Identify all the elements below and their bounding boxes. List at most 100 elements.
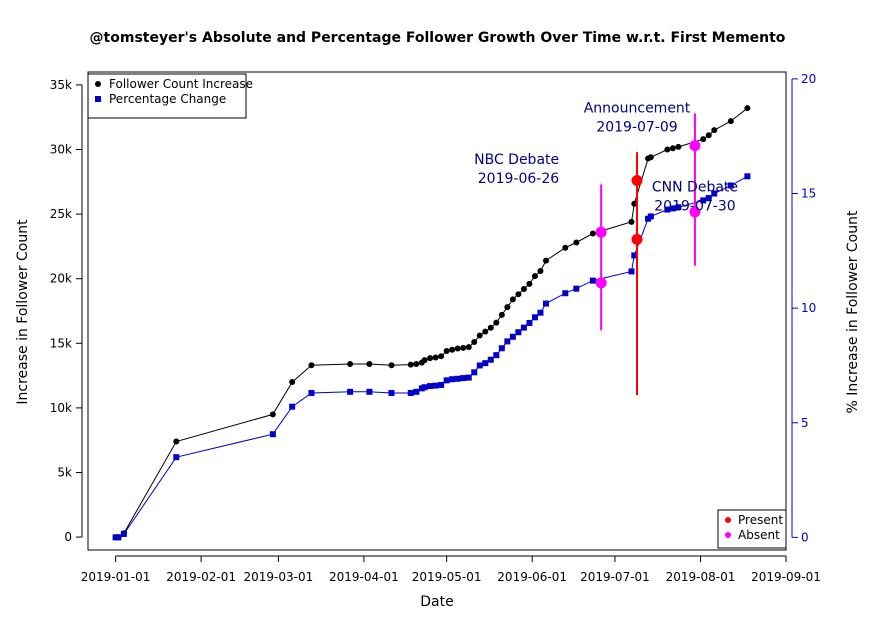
event-marker-pct <box>689 206 701 218</box>
data-point <box>537 267 544 274</box>
x-tick-label: 2019-01-01 <box>81 570 151 584</box>
data-point <box>443 377 450 384</box>
data-point <box>471 369 478 376</box>
data-point <box>438 353 445 360</box>
data-point <box>520 286 527 293</box>
event-marker-abs <box>595 226 607 238</box>
data-point <box>487 356 494 363</box>
data-point <box>727 118 734 125</box>
x-tick-label: 2019-06-01 <box>497 570 567 584</box>
data-point <box>631 200 638 207</box>
y-tick-label: 15k <box>50 336 72 350</box>
event-label: Announcement <box>584 101 691 117</box>
data-point <box>482 328 489 335</box>
data-point <box>269 431 276 438</box>
data-point <box>537 309 544 316</box>
data-point <box>675 143 682 150</box>
data-point <box>498 311 505 318</box>
data-point <box>647 213 654 220</box>
data-point <box>432 354 439 361</box>
data-point <box>476 362 483 369</box>
y2-tick-label: 5 <box>801 416 809 430</box>
events-layer: NBC Debate 2019-06-26 Announcement 2019-07-… <box>474 101 738 395</box>
y-tick-label: 0 <box>64 530 72 544</box>
data-point <box>705 132 712 139</box>
x-tick-label: 2019-07-01 <box>580 570 650 584</box>
data-point <box>347 388 354 395</box>
legend-label: Follower Count Increase <box>109 77 253 91</box>
data-point <box>531 314 538 321</box>
data-point <box>438 381 445 388</box>
data-point <box>664 206 671 213</box>
legend-marker <box>725 517 731 523</box>
data-point <box>388 362 395 369</box>
data-point <box>664 146 671 153</box>
data-point <box>407 389 414 396</box>
data-point <box>711 127 718 134</box>
y-tick-label: 5k <box>57 465 72 479</box>
data-point <box>308 362 315 369</box>
data-point <box>531 273 538 280</box>
event-date: 2019-07-09 <box>596 120 677 136</box>
legend-label: Absent <box>738 528 780 542</box>
x-tick-label: 2019-09-01 <box>751 570 821 584</box>
data-point <box>700 197 707 204</box>
data-point <box>173 438 180 445</box>
event-date: 2019-07-30 <box>654 199 735 215</box>
data-point <box>173 454 180 461</box>
data-point <box>631 252 638 259</box>
data-point <box>744 105 751 112</box>
series-line <box>115 107 748 538</box>
data-point <box>628 218 635 225</box>
data-point <box>520 324 527 331</box>
chart-title: @tomsteyer's Absolute and Percentage Fol… <box>90 30 786 46</box>
data-point <box>366 360 373 367</box>
x-axis: 2019-01-01 2019-02-01 2019-03-01 2019-04-01… <box>81 555 821 584</box>
data-point <box>542 257 549 264</box>
data-point <box>744 173 751 180</box>
x-tick-label: 2019-08-01 <box>666 570 736 584</box>
data-point <box>427 383 434 390</box>
data-point <box>432 382 439 389</box>
y2-tick-label: 15 <box>801 187 816 201</box>
data-point <box>573 285 580 292</box>
y-axis-title: Increase in Follower Count <box>15 219 31 405</box>
data-point <box>562 290 569 297</box>
data-point <box>347 360 354 367</box>
data-point <box>421 357 428 364</box>
event-date: 2019-06-26 <box>478 171 559 187</box>
data-point <box>504 338 511 345</box>
y-tick-label: 35k <box>50 78 72 92</box>
data-point <box>413 388 420 395</box>
data-point <box>482 360 489 367</box>
data-point <box>700 136 707 143</box>
x-tick-label: 2019-05-01 <box>412 570 482 584</box>
legend-marker <box>95 96 101 102</box>
data-point <box>628 268 635 275</box>
data-point <box>542 300 549 307</box>
y2-tick-label: 10 <box>801 301 816 315</box>
data-point <box>509 296 516 303</box>
event-label: CNN Debate <box>652 180 738 196</box>
data-point <box>269 411 276 418</box>
legend-box <box>717 509 787 549</box>
data-point <box>515 291 522 298</box>
data-point <box>669 145 676 152</box>
data-point <box>427 355 434 362</box>
data-point <box>509 333 516 340</box>
data-point <box>669 205 676 212</box>
y-axis-right: 0 5 10 15 20 <box>791 72 816 544</box>
plot-frame <box>87 71 787 551</box>
legend-box <box>87 73 247 119</box>
y-tick-label: 20k <box>50 272 72 286</box>
data-point <box>465 374 472 381</box>
data-point <box>120 530 127 537</box>
data-point <box>526 280 533 287</box>
y2-tick-label: 20 <box>801 72 816 86</box>
data-point <box>465 344 472 351</box>
y-tick-label: 10k <box>50 401 72 415</box>
data-point <box>493 319 500 326</box>
data-point <box>366 388 373 395</box>
event-label: NBC Debate <box>474 152 559 168</box>
